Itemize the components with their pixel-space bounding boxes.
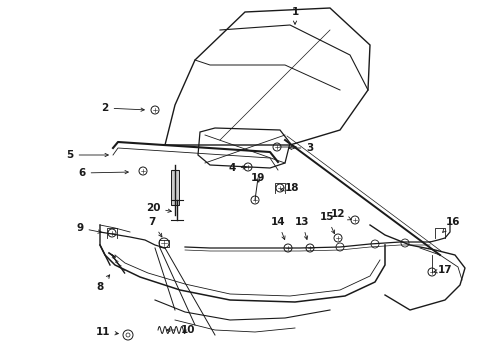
Text: 14: 14 bbox=[270, 217, 285, 239]
Text: 10: 10 bbox=[166, 325, 195, 335]
Text: 5: 5 bbox=[66, 150, 108, 160]
Text: 12: 12 bbox=[330, 209, 350, 220]
Text: 11: 11 bbox=[96, 327, 118, 337]
Text: 6: 6 bbox=[78, 168, 128, 178]
Text: 19: 19 bbox=[250, 173, 264, 183]
Text: 15: 15 bbox=[319, 212, 334, 234]
Text: 13: 13 bbox=[294, 217, 308, 239]
Text: 1: 1 bbox=[291, 7, 298, 24]
Bar bbox=[171, 170, 179, 205]
Text: 4: 4 bbox=[228, 163, 246, 173]
Text: 20: 20 bbox=[145, 203, 171, 213]
Text: 8: 8 bbox=[96, 275, 109, 292]
Text: 18: 18 bbox=[280, 183, 299, 193]
Bar bbox=[159, 239, 169, 247]
Text: 17: 17 bbox=[433, 265, 451, 275]
Text: 3: 3 bbox=[288, 143, 313, 153]
Text: 7: 7 bbox=[148, 217, 162, 237]
Text: 9: 9 bbox=[76, 223, 101, 233]
Text: 2: 2 bbox=[101, 103, 144, 113]
Text: 16: 16 bbox=[442, 217, 459, 232]
